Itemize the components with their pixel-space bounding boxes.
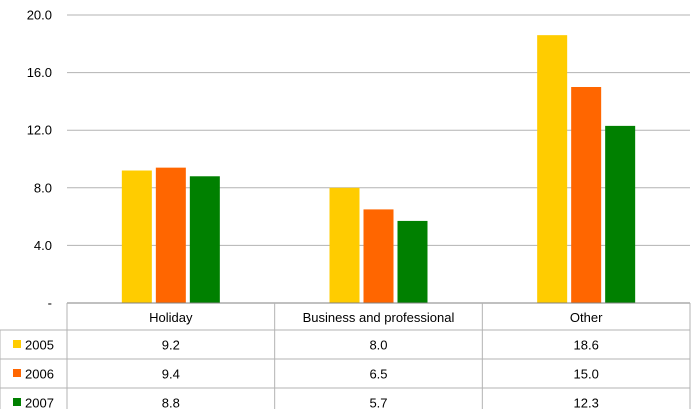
bar-2006-1 [363,209,394,303]
bar-2007-0 [189,176,220,303]
table-cell-value: 8.8 [162,396,180,410]
legend-swatch-2005 [13,340,21,348]
bar-2007-2 [605,125,636,303]
y-tick-label: 20.0 [27,8,52,23]
category-label: Other [570,310,603,325]
table-cell-value: 12.3 [574,396,599,410]
bar-2006-0 [155,167,186,303]
legend-label-2007: 2007 [25,396,54,410]
category-label: Business and professional [303,310,455,325]
bar-2006-2 [571,87,602,303]
table-cell-value: 18.6 [574,338,599,353]
legend-swatch-2006 [13,369,21,377]
y-tick-label: 12.0 [27,123,52,138]
table-cell-value: 6.5 [369,367,387,382]
y-tick-label: - [48,296,52,311]
bar-2005-0 [121,170,152,303]
bar-2007-1 [397,220,428,303]
y-tick-label: 4.0 [34,238,52,253]
y-tick-label: 16.0 [27,65,52,80]
y-tick-label: 8.0 [34,180,52,195]
legend-label-2005: 2005 [25,338,54,353]
legend-label-2006: 2006 [25,367,54,382]
bars [121,35,636,303]
table-cell-value: 8.0 [369,338,387,353]
bar-2005-1 [329,187,360,303]
table-cell-value: 9.2 [162,338,180,353]
axes: - 4.0 8.0 12.0 16.0 20.0 [27,8,690,311]
legend-swatch-2007 [13,398,21,406]
data-table: Holiday Business and professional Other 200… [0,303,691,414]
table-cell-value: 5.7 [369,396,387,410]
table-cell-value: 15.0 [574,367,599,382]
category-label: Holiday [149,310,193,325]
bar-2005-2 [537,35,568,303]
table-cell-value: 9.4 [162,367,180,382]
